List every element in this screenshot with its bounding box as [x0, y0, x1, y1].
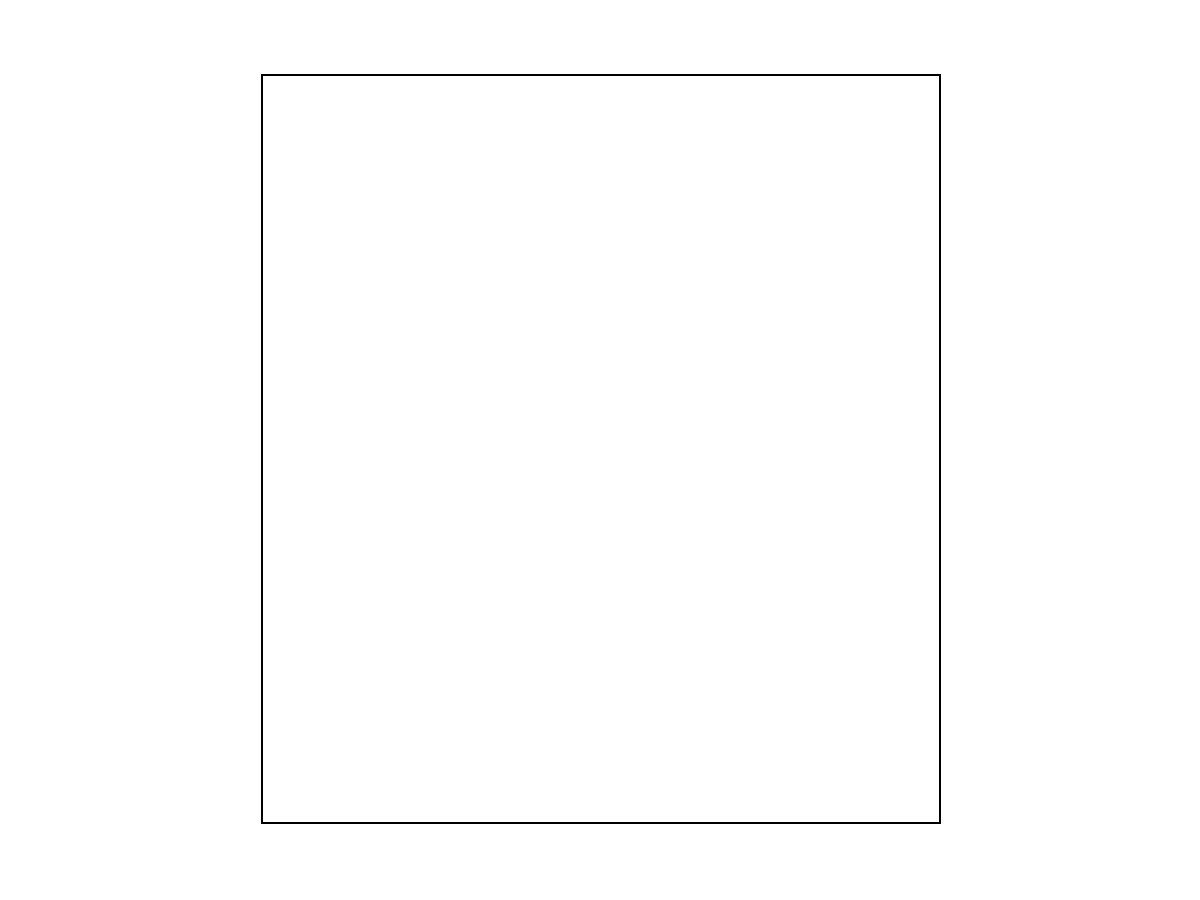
- plot-border: [261, 74, 941, 824]
